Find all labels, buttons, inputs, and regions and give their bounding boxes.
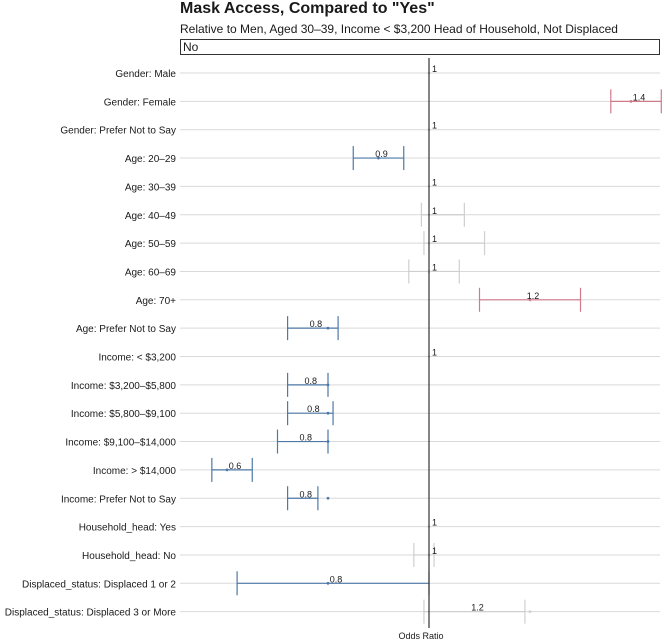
row-label: Age: 20–29 — [125, 154, 177, 165]
row-label: Age: 60–69 — [125, 267, 177, 278]
row-label: Household_head: Yes — [79, 523, 176, 534]
row-label: Income: $3,200–$5,800 — [71, 381, 177, 392]
facet-strip-label: No — [180, 39, 660, 55]
point-estimate — [528, 610, 532, 614]
gridlines — [180, 72, 660, 613]
chart-subtitle: Relative to Men, Aged 30–39, Income < $3… — [180, 22, 618, 36]
estimate-label: 1 — [432, 121, 437, 131]
row-label: Displaced_status: Displaced 1 or 2 — [22, 579, 176, 590]
row-labels: Gender: Male Gender: Female Gender: Prefer… — [5, 69, 177, 619]
point-estimate — [377, 156, 380, 160]
row-label: Income: Prefer Not to Say — [61, 494, 176, 505]
row-label: Displaced_status: Displaced 3 or More — [5, 608, 177, 619]
row-label: Income: $9,100–$14,000 — [65, 438, 176, 449]
estimate-label: 0.9 — [375, 149, 388, 159]
row-label: Income: $5,800–$9,100 — [71, 409, 177, 420]
point-estimate — [326, 440, 330, 443]
estimate-label: 1 — [432, 518, 437, 528]
estimate-label: 0.6 — [229, 461, 242, 471]
estimate-label: 0.8 — [307, 404, 320, 414]
row-label: Gender: Prefer Not to Say — [60, 126, 176, 137]
estimate-label: 1 — [432, 262, 437, 272]
estimate-label: 1 — [432, 206, 437, 216]
row-label: Household_head: No — [82, 551, 176, 562]
row-label: Age: Prefer Not to Say — [76, 324, 176, 335]
point-estimate — [225, 468, 229, 472]
point-estimate — [326, 411, 330, 415]
estimate-label: 1.4 — [633, 92, 646, 102]
estimate-label: 0.8 — [330, 574, 343, 584]
row-label: Age: 30–39 — [125, 182, 177, 193]
estimate-label: 0.8 — [310, 319, 323, 329]
estimate-label: 0.8 — [299, 433, 312, 443]
estimate-label: 0.8 — [305, 376, 318, 386]
row-label: Age: 40–49 — [125, 211, 177, 222]
estimate-label: 1 — [432, 64, 437, 74]
row-label: Age: 50–59 — [125, 239, 177, 250]
estimate-label: 1 — [432, 234, 437, 244]
estimate-label: 1 — [432, 546, 437, 556]
estimate-label: 1 — [432, 348, 437, 358]
point-estimate — [326, 326, 330, 330]
row-label: Gender: Male — [115, 69, 176, 80]
interval-marks: 1 1.4 1 0.9 1 1 1 1 1.2 0.8 1 0.8 0.8 0.8 0.6 0.8 1 1 0.8 1… — [211, 64, 662, 624]
row-label: Gender: Female — [104, 97, 177, 108]
estimate-label: 1.2 — [471, 603, 484, 613]
estimate-label: 1.2 — [527, 291, 540, 301]
estimate-label: 1 — [432, 177, 437, 187]
point-estimate — [528, 298, 532, 302]
x-axis-label: Odds Ratio — [398, 631, 443, 641]
estimate-label: 0.8 — [299, 489, 312, 499]
row-label: Age: 70+ — [136, 296, 176, 307]
chart-title: Mask Access, Compared to "Yes" — [180, 0, 435, 17]
point-estimate — [326, 496, 330, 500]
row-label: Income: > $14,000 — [93, 466, 177, 477]
row-label: Income: < $3,200 — [98, 353, 176, 364]
point-estimate — [326, 383, 330, 387]
point-estimate — [326, 581, 330, 585]
point-estimate — [629, 99, 633, 103]
